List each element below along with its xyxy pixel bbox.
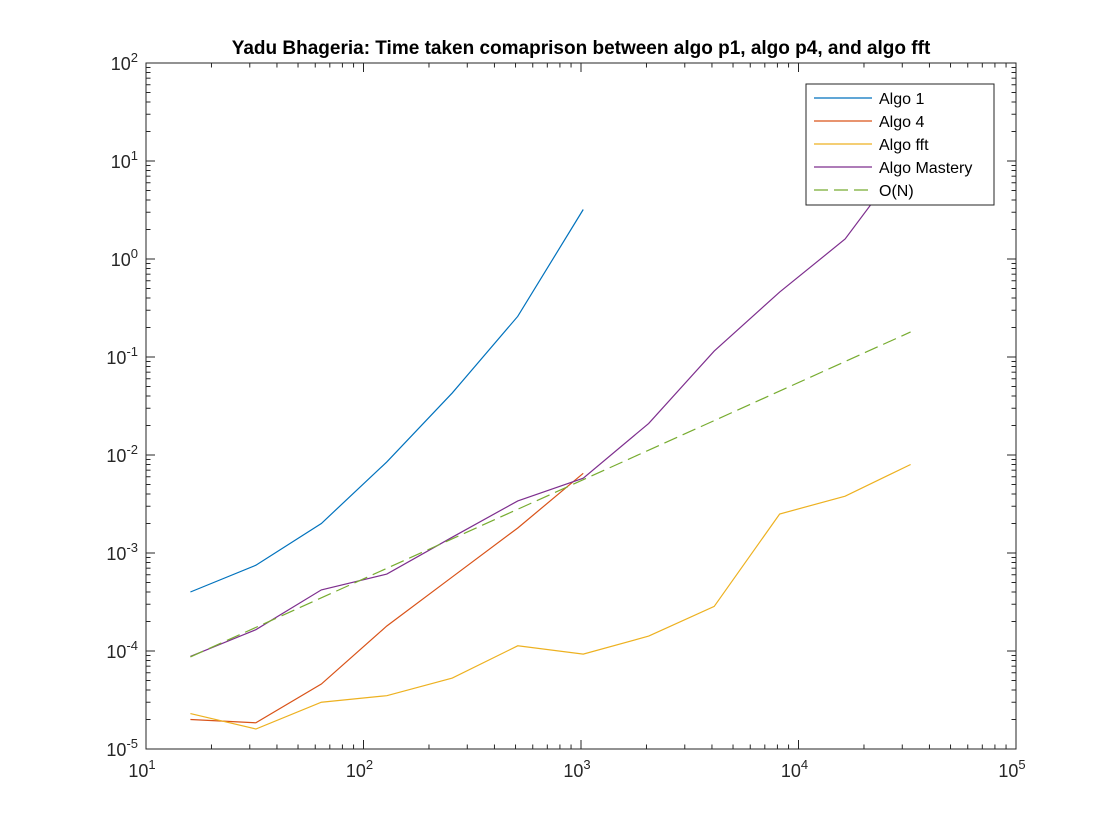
- legend-label-2: Algo fft: [879, 137, 929, 154]
- series-line-2: [190, 463, 911, 730]
- legend-label-1: Algo 4: [879, 114, 924, 131]
- axes-layer: 101 102 103 104 105 10-5 10-4 10-3 10-2 10-1 100 10…: [106, 50, 1025, 781]
- x-tick-label: 104: [781, 757, 808, 781]
- y-tick-label: 102: [111, 50, 138, 74]
- x-tick-label: 102: [346, 757, 373, 781]
- y-tick-label: 10-3: [106, 540, 138, 564]
- legend-label-4: O(N): [879, 183, 914, 200]
- y-tick-label: 10-1: [106, 344, 138, 368]
- y-tick-label: 10-5: [106, 736, 138, 760]
- y-tick-label: 100: [111, 246, 138, 270]
- series-line-4: [190, 331, 911, 658]
- x-tick-label: 105: [998, 757, 1025, 781]
- series-line-0: [190, 209, 584, 593]
- x-tick-label: 103: [563, 757, 590, 781]
- x-tick-label: 101: [128, 757, 155, 781]
- series-line-1: [190, 472, 584, 724]
- legend-label-0: Algo 1: [879, 91, 924, 108]
- y-tick-label: 10-4: [106, 638, 138, 662]
- series-line-3: [190, 151, 912, 657]
- series-layer: [190, 151, 912, 730]
- y-tick-label: 101: [111, 148, 138, 172]
- legend-label-3: Algo Mastery: [879, 160, 972, 177]
- legend: Algo 1 Algo 4 Algo fft Algo Mastery O(N): [805, 83, 995, 206]
- y-tick-label: 10-2: [106, 442, 138, 466]
- chart-title: Yadu Bhageria: Time taken comaprison bet…: [232, 38, 931, 59]
